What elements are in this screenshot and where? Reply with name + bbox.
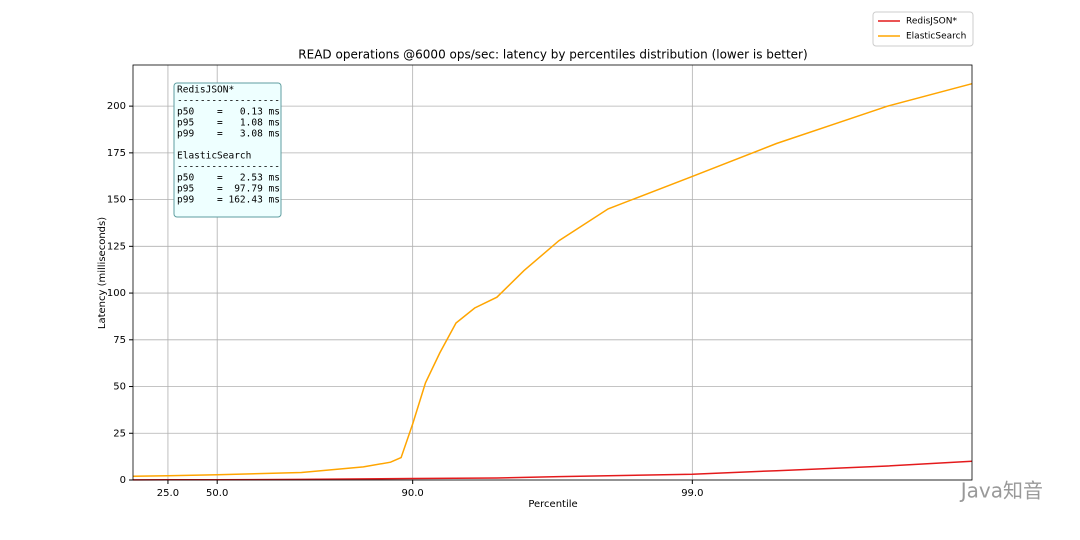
plot-frame (132, 64, 973, 481)
y-tick-label: 25 (113, 428, 126, 439)
stats-line: ------------------ (177, 162, 280, 173)
stats-line: RedisJSON* (177, 85, 234, 96)
chart-title: READ operations @6000 ops/sec: latency b… (298, 48, 807, 62)
stats-line: p99 = 162.43 ms (177, 195, 280, 206)
stats-line: p95 = 1.08 ms (177, 118, 280, 129)
x-tick-label: 90.0 (402, 488, 424, 499)
y-tick-label: 50 (113, 382, 126, 393)
series-line (132, 460, 973, 481)
series-line (132, 82, 973, 478)
x-tick-label: 99.0 (681, 488, 703, 499)
y-tick-label: 75 (113, 335, 126, 346)
y-tick-label: 200 (107, 101, 126, 112)
y-axis-label: Latency (milliseconds) (97, 217, 108, 329)
stats-line: ElasticSearch (177, 151, 251, 162)
stats-box (173, 82, 282, 218)
stats-line: p50 = 2.53 ms (177, 173, 280, 184)
watermark: Java知音 (959, 479, 1043, 503)
legend-label: RedisJSON* (906, 17, 957, 27)
y-tick-label: 0 (120, 475, 126, 486)
stats-line: p95 = 97.79 ms (177, 184, 280, 195)
x-axis-label: Percentile (528, 499, 577, 510)
y-tick-label: 100 (107, 288, 126, 299)
x-tick-label: 25.0 (157, 488, 179, 499)
x-tick-label: 50.0 (206, 488, 228, 499)
legend-label: ElasticSearch (906, 32, 966, 42)
stats-line: ------------------ (177, 96, 280, 107)
stats-line: p50 = 0.13 ms (177, 107, 280, 118)
y-tick-label: 150 (107, 195, 126, 206)
y-tick-label: 175 (107, 148, 126, 159)
stats-line: p99 = 3.08 ms (177, 129, 280, 140)
y-tick-label: 125 (107, 241, 126, 252)
